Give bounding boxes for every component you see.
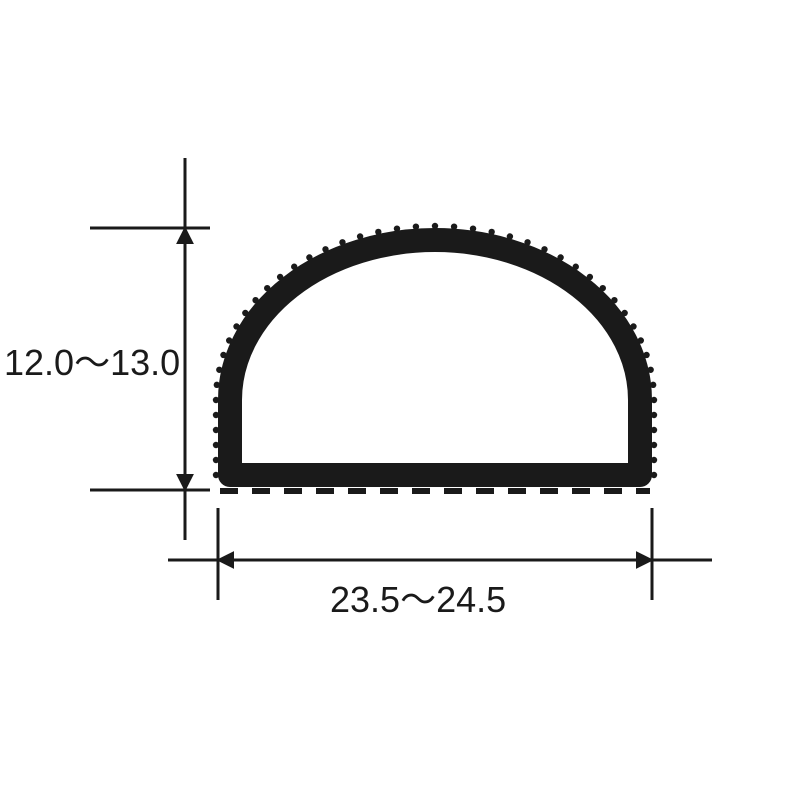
profile-cross-section bbox=[230, 240, 640, 475]
diagram-container: 12.0～13.0 23.5～24.5 bbox=[0, 0, 800, 800]
height-dimension-label: 12.0～13.0 bbox=[4, 342, 180, 383]
cross-section-svg: 12.0～13.0 23.5～24.5 bbox=[0, 0, 800, 800]
width-dimension-label: 23.5～24.5 bbox=[330, 579, 506, 620]
